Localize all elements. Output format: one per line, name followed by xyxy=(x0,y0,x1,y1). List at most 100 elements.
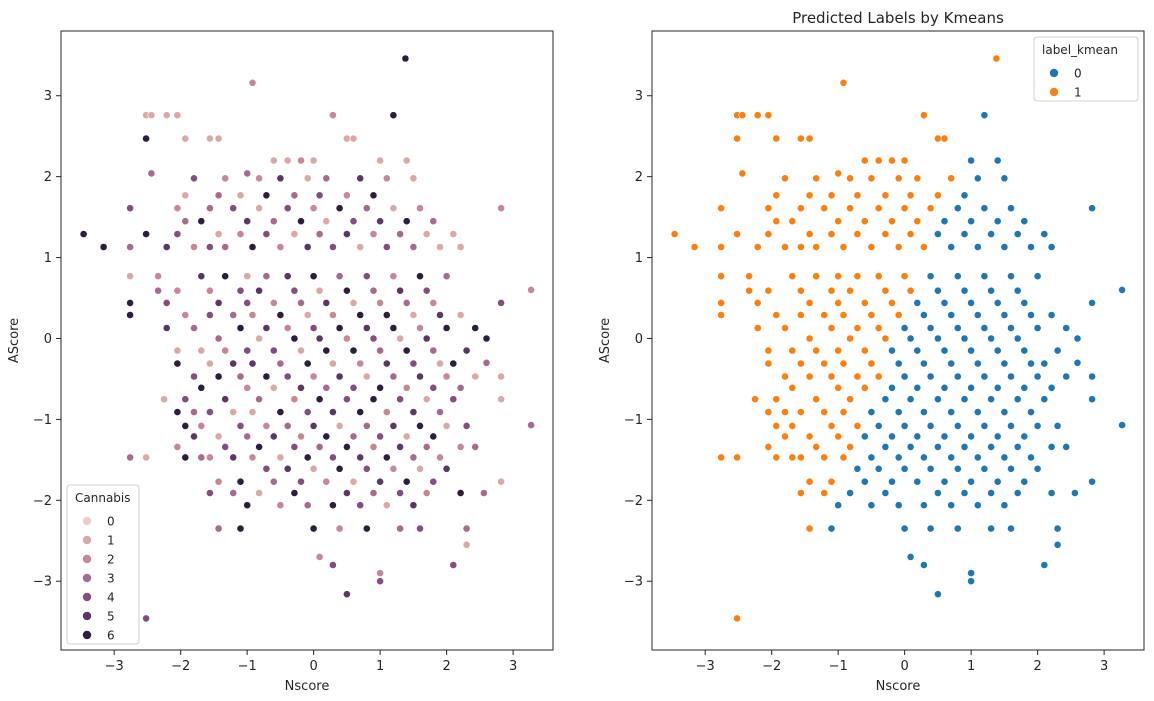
scatter-point xyxy=(422,230,431,238)
scatter-point xyxy=(303,174,312,183)
scatter-point xyxy=(805,134,814,143)
y-tick-label: −3 xyxy=(624,575,643,590)
legend-marker xyxy=(82,592,92,602)
scatter-point xyxy=(853,372,862,381)
scatter-point xyxy=(173,286,182,295)
scatter-point xyxy=(1053,540,1062,549)
scatter-point xyxy=(349,477,358,486)
scatter-point xyxy=(382,408,391,416)
scatter-point xyxy=(690,243,699,251)
scatter-point xyxy=(797,204,805,213)
right-legend: label_kmean 0 1 xyxy=(1033,36,1139,102)
scatter-point xyxy=(1027,311,1035,319)
scatter-point xyxy=(309,204,318,213)
scatter-point xyxy=(527,285,535,294)
scatter-point xyxy=(764,346,773,355)
scatter-point xyxy=(335,464,344,473)
scatter-point xyxy=(1062,372,1071,381)
scatter-point xyxy=(243,298,252,307)
scatter-point xyxy=(973,453,982,462)
scatter-point xyxy=(262,464,271,473)
scatter-point xyxy=(276,243,285,251)
scatter-point xyxy=(993,217,1002,226)
scatter-point xyxy=(315,191,324,200)
scatter-point xyxy=(382,243,391,251)
scatter-point xyxy=(429,346,438,355)
scatter-point xyxy=(738,169,747,178)
scatter-point xyxy=(1020,298,1029,307)
scatter-point xyxy=(309,272,318,281)
scatter-point xyxy=(839,78,848,87)
scatter-point xyxy=(376,477,384,486)
scatter-point xyxy=(283,421,292,430)
scatter-point xyxy=(764,204,773,213)
scatter-point xyxy=(422,442,431,451)
scatter-point xyxy=(197,453,206,462)
scatter-point xyxy=(322,174,331,183)
scatter-point xyxy=(888,217,896,226)
scatter-point xyxy=(396,524,404,533)
scatter-point xyxy=(369,395,378,404)
scatter-point xyxy=(290,286,299,295)
scatter-point xyxy=(229,453,238,462)
scatter-point xyxy=(262,191,271,200)
scatter-point xyxy=(860,156,869,165)
scatter-point xyxy=(860,477,869,486)
scatter-point xyxy=(409,453,418,462)
scatter-point xyxy=(362,524,371,533)
scatter-point xyxy=(382,453,391,462)
scatter-point xyxy=(248,311,257,319)
scatter-point xyxy=(1027,408,1035,416)
scatter-point xyxy=(243,272,252,281)
scatter-point xyxy=(953,272,962,281)
scatter-point xyxy=(812,243,821,251)
scatter-point xyxy=(1040,230,1049,238)
scatter-point xyxy=(290,442,299,451)
scatter-point xyxy=(309,464,318,473)
legend-marker xyxy=(82,611,92,621)
scatter-point xyxy=(920,359,928,368)
legend-marker xyxy=(82,535,92,545)
scatter-point xyxy=(874,156,883,165)
scatter-point xyxy=(290,395,299,404)
scatter-point xyxy=(402,383,411,392)
scatter-point xyxy=(79,230,88,238)
scatter-point xyxy=(497,395,505,404)
scatter-point xyxy=(1027,243,1035,251)
scatter-point xyxy=(276,311,285,319)
scatter-point xyxy=(436,243,444,251)
x-tick-label: 2 xyxy=(1033,659,1041,674)
scatter-point xyxy=(934,442,942,451)
scatter-point xyxy=(173,408,182,416)
scatter-point xyxy=(1013,230,1022,238)
left-x-axis-label: Nscore xyxy=(285,679,330,694)
scatter-point xyxy=(309,324,318,332)
scatter-point xyxy=(846,442,854,451)
scatter-point xyxy=(369,286,378,295)
scatter-point xyxy=(934,334,942,343)
scatter-point xyxy=(973,408,982,416)
scatter-point xyxy=(827,191,836,200)
scatter-point xyxy=(349,217,358,226)
scatter-point xyxy=(173,230,182,238)
scatter-point xyxy=(860,432,869,441)
scatter-point xyxy=(303,501,312,510)
scatter-point xyxy=(987,395,995,404)
scatter-point xyxy=(805,432,814,441)
scatter-point xyxy=(126,453,135,462)
scatter-point xyxy=(229,489,238,497)
scatter-point xyxy=(820,204,829,213)
scatter-point xyxy=(839,453,848,462)
y-tick-label: 2 xyxy=(635,170,643,185)
scatter-point xyxy=(860,383,869,392)
left-y-axis-label: AScore xyxy=(7,318,22,363)
scatter-point xyxy=(205,134,214,143)
legend-entry-label: 1 xyxy=(107,534,115,548)
scatter-point xyxy=(462,346,471,355)
scatter-point xyxy=(315,442,324,451)
scatter-point xyxy=(947,359,956,368)
scatter-point xyxy=(947,243,956,251)
scatter-point xyxy=(906,191,915,200)
scatter-point xyxy=(894,453,903,462)
scatter-point xyxy=(243,383,252,392)
